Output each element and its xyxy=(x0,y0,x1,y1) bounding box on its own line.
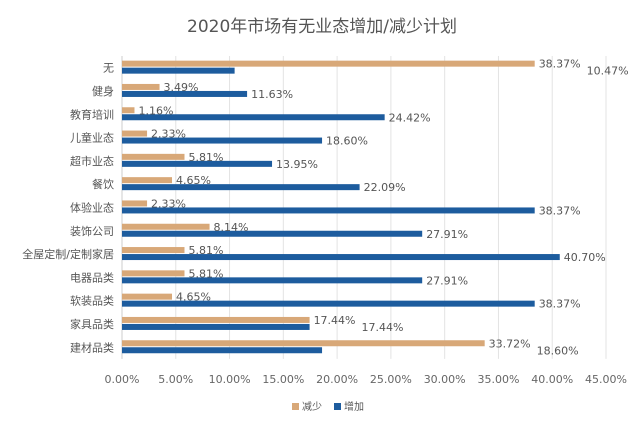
data-label: 13.95% xyxy=(276,158,318,171)
bar-increase xyxy=(122,323,310,330)
data-label: 1.16% xyxy=(138,104,173,117)
chart-title: 2020年市场有无业态增加/减少计划 xyxy=(187,17,457,37)
x-tick-label: 40.00% xyxy=(531,373,573,386)
data-label: 2.33% xyxy=(151,197,186,210)
bar-decrease xyxy=(122,107,135,114)
x-tick-label: 35.00% xyxy=(477,373,519,386)
legend-swatch-0 xyxy=(292,403,299,410)
category-label: 建材品类 xyxy=(70,340,114,354)
category-label: 儿童业态 xyxy=(70,131,114,145)
bar-decrease xyxy=(122,247,185,254)
x-tick-label: 15.00% xyxy=(262,373,304,386)
data-label: 11.63% xyxy=(251,88,293,101)
data-label: 18.60% xyxy=(537,344,579,357)
data-label: 5.81% xyxy=(188,267,223,280)
data-label: 4.65% xyxy=(176,291,211,304)
bar-decrease xyxy=(122,340,485,347)
legend-label: 增加 xyxy=(344,400,364,413)
category-label: 电器品类 xyxy=(70,270,114,284)
bar-decrease xyxy=(122,270,185,277)
bar-decrease xyxy=(122,200,148,207)
bar-increase xyxy=(122,137,323,144)
data-label: 38.37% xyxy=(539,204,581,217)
bar-decrease xyxy=(122,60,535,67)
category-label: 超市业态 xyxy=(70,154,114,168)
bar-decrease xyxy=(122,177,173,184)
category-label: 教育培训 xyxy=(70,107,114,121)
data-label: 17.44% xyxy=(314,314,356,327)
data-label: 18.60% xyxy=(326,135,368,148)
data-label: 27.91% xyxy=(426,274,468,287)
category-label: 家具品类 xyxy=(70,317,114,331)
data-label: 10.47% xyxy=(587,65,629,78)
category-label: 装饰公司 xyxy=(70,224,114,238)
category-label: 软装品类 xyxy=(70,294,114,308)
x-tick-label: 25.00% xyxy=(370,373,412,386)
data-label: 40.70% xyxy=(564,251,606,264)
category-label: 餐饮 xyxy=(92,177,114,191)
bar-increase xyxy=(122,184,360,191)
data-label: 8.14% xyxy=(214,221,249,234)
x-tick-label: 45.00% xyxy=(585,373,627,386)
legend-label: 减少 xyxy=(302,401,322,413)
data-label: 5.81% xyxy=(188,244,223,257)
bar-decrease xyxy=(122,83,160,90)
data-label: 33.72% xyxy=(489,337,531,350)
bar-decrease xyxy=(122,293,173,300)
category-label: 无 xyxy=(103,62,114,75)
bar-decrease xyxy=(122,130,148,137)
data-label: 27.91% xyxy=(426,228,468,241)
x-tick-label: 5.00% xyxy=(158,373,193,386)
bar-decrease xyxy=(122,223,210,230)
x-tick-label: 10.00% xyxy=(209,373,251,386)
bar-increase xyxy=(122,254,560,261)
category-label: 全屋定制/定制家居 xyxy=(22,247,114,261)
category-label: 健身 xyxy=(92,84,114,98)
bar-increase xyxy=(122,90,248,97)
bar-increase xyxy=(122,300,535,307)
data-label: 17.44% xyxy=(362,321,404,334)
legend-swatch-1 xyxy=(334,403,341,410)
x-tick-label: 30.00% xyxy=(424,373,466,386)
bar-increase xyxy=(122,160,273,167)
bar-decrease xyxy=(122,316,310,323)
bar-increase xyxy=(122,67,235,74)
data-label: 4.65% xyxy=(176,174,211,187)
data-label: 38.37% xyxy=(539,58,581,71)
data-label: 5.81% xyxy=(188,151,223,164)
x-tick-label: 20.00% xyxy=(316,373,358,386)
x-tick-label: 0.00% xyxy=(105,373,140,386)
data-label: 2.33% xyxy=(151,128,186,141)
bar-increase xyxy=(122,277,423,284)
bar-increase xyxy=(122,114,385,121)
data-label: 22.09% xyxy=(364,181,406,194)
data-label: 24.42% xyxy=(389,111,431,124)
data-label: 38.37% xyxy=(539,298,581,311)
bar-increase xyxy=(122,230,423,237)
data-label: 3.49% xyxy=(164,81,199,94)
bar-increase xyxy=(122,347,323,354)
bar-decrease xyxy=(122,153,185,160)
category-label: 体验业态 xyxy=(70,200,114,214)
bar-increase xyxy=(122,207,535,214)
